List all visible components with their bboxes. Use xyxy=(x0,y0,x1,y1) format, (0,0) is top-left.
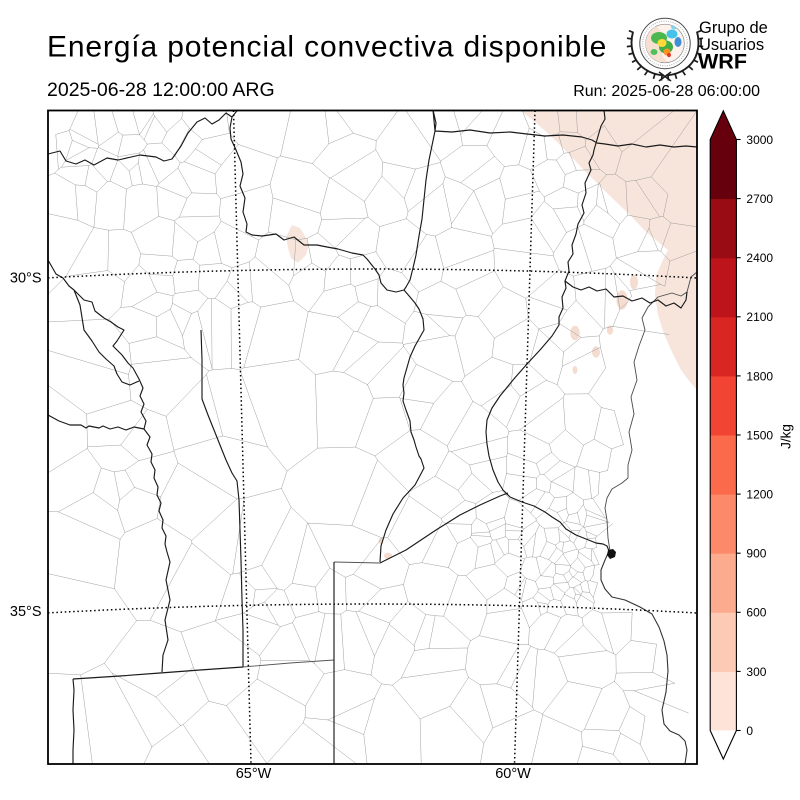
svg-text:Energía potencial convectiva d: Energía potencial convectiva disponible xyxy=(47,31,607,64)
svg-text:30°S: 30°S xyxy=(10,271,42,287)
svg-text:Run: 2025-06-28 06:00:00: Run: 2025-06-28 06:00:00 xyxy=(573,83,760,100)
svg-text:2025-06-28 12:00:00 ARG: 2025-06-28 12:00:00 ARG xyxy=(47,79,275,101)
svg-text:35°S: 35°S xyxy=(10,604,42,620)
svg-text:1800: 1800 xyxy=(746,369,773,383)
svg-text:65°W: 65°W xyxy=(236,766,272,782)
svg-text:2700: 2700 xyxy=(746,192,773,206)
svg-text:600: 600 xyxy=(746,606,766,620)
svg-text:Usuarios: Usuarios xyxy=(699,36,764,54)
svg-text:300: 300 xyxy=(746,665,766,679)
svg-text:J/kg: J/kg xyxy=(779,424,794,449)
svg-text:0: 0 xyxy=(746,724,753,738)
svg-text:1200: 1200 xyxy=(746,488,773,502)
svg-text:3000: 3000 xyxy=(746,133,773,147)
svg-text:2400: 2400 xyxy=(746,251,773,265)
svg-text:WRF: WRF xyxy=(698,50,747,74)
svg-text:1500: 1500 xyxy=(746,428,773,442)
svg-text:60°W: 60°W xyxy=(495,766,531,782)
svg-text:Grupo de: Grupo de xyxy=(699,19,768,37)
svg-text:900: 900 xyxy=(746,547,766,561)
svg-text:2100: 2100 xyxy=(746,310,773,324)
